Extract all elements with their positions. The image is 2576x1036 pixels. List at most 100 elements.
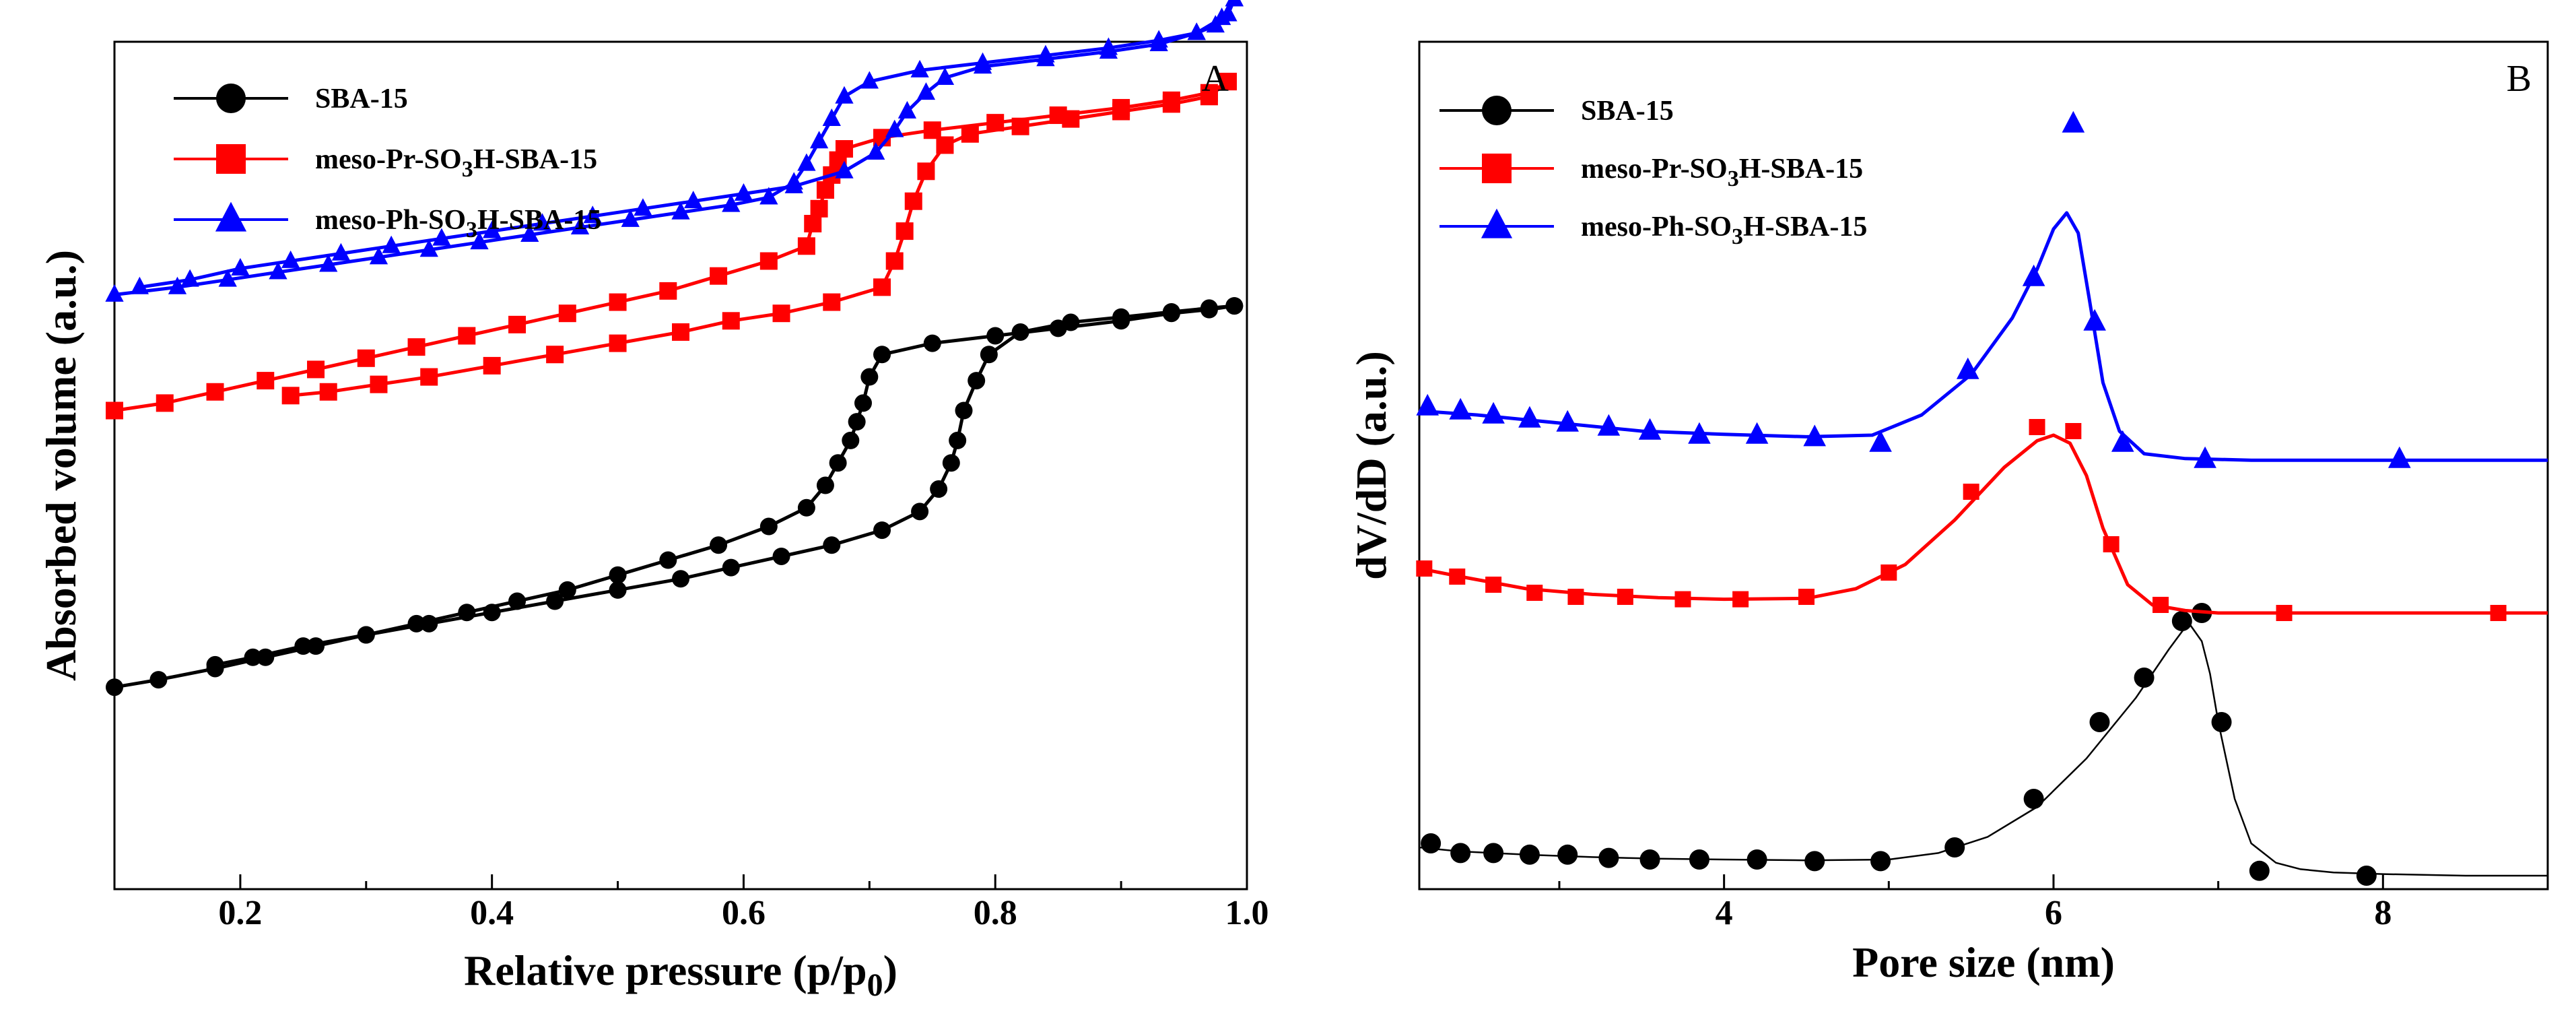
adsorption-point <box>804 215 822 232</box>
desorption-point <box>546 592 564 610</box>
legend-label: meso-Pr-SO3H-SBA-15 <box>315 144 597 182</box>
adsorption-point <box>822 108 841 126</box>
data-point <box>1638 418 1662 440</box>
data-point <box>2062 110 2085 133</box>
data-point <box>2171 611 2192 631</box>
panel-b-legend-item: meso-Pr-SO3H-SBA-15 <box>1439 154 1863 191</box>
desorption-point <box>244 648 262 666</box>
desorption-point <box>357 626 375 644</box>
panel-a-series-2 <box>105 0 1244 302</box>
data-point <box>1880 564 1897 581</box>
adsorption-point <box>873 346 891 364</box>
adsorption-point <box>710 267 728 285</box>
desorption-point <box>432 228 451 246</box>
data-point <box>1485 577 1502 593</box>
panel-a-series-1 <box>106 73 1237 420</box>
legend-marker-circle <box>216 84 246 113</box>
data-point <box>1688 422 1711 444</box>
data-point <box>1526 585 1543 601</box>
data-point <box>1956 357 1979 379</box>
panel-b-series-0 <box>1419 603 2548 886</box>
desorption-point <box>672 323 689 341</box>
desorption-point <box>1187 22 1206 40</box>
data-point <box>1798 589 1815 605</box>
adsorption-point <box>829 454 847 472</box>
desorption-point <box>1011 117 1029 135</box>
data-point <box>2111 430 2134 452</box>
desorption-point <box>936 136 954 154</box>
panel-b-series-group <box>1416 110 2548 886</box>
desorption-point <box>897 100 917 119</box>
adsorption-point <box>810 199 828 218</box>
data-point <box>1963 484 1979 500</box>
desorption-point <box>130 276 149 294</box>
adsorption-point <box>106 678 123 697</box>
desorption-point <box>955 401 973 420</box>
data-point <box>2022 264 2045 286</box>
adsorption-point <box>759 252 778 270</box>
adsorption-point <box>570 216 590 234</box>
adsorption-point <box>923 121 941 139</box>
desorption-point <box>634 198 652 216</box>
adsorption-point <box>307 637 325 655</box>
panel-a-x-ticks: 0.2 0.4 0.6 0.8 1.0 <box>113 874 1269 932</box>
data-point <box>1674 591 1691 608</box>
desorption-point <box>281 387 300 405</box>
data-point <box>1617 589 1633 605</box>
adsorption-point <box>621 209 640 227</box>
adsorption-point <box>168 276 187 294</box>
data-point <box>2276 605 2293 621</box>
adsorption-point <box>520 224 539 242</box>
adsorption-point <box>558 581 576 599</box>
desorption-point <box>961 125 979 143</box>
desorption-point <box>911 503 929 521</box>
adsorption-point <box>816 476 834 494</box>
legend-label: SBA-15 <box>315 84 408 115</box>
panel-a-legend-item: SBA-15 <box>174 84 408 115</box>
data-point <box>1556 410 1580 432</box>
adsorption-point <box>759 187 778 205</box>
adsorption-point <box>816 181 834 199</box>
data-point <box>1416 560 1433 577</box>
panel-b-series-2 <box>1416 110 2548 468</box>
data-point <box>1482 401 1505 424</box>
data-point <box>2490 605 2507 621</box>
desorption-point <box>609 334 627 352</box>
x-tick-label: 0.4 <box>470 894 514 932</box>
data-point <box>1870 851 1891 872</box>
desorption-point <box>1112 308 1130 326</box>
panel-a-plot-frame <box>113 40 1248 891</box>
desorption-point <box>331 242 351 261</box>
adsorption-point <box>860 368 879 386</box>
adsorption-point <box>508 592 527 610</box>
adsorption-line <box>114 79 1229 412</box>
adsorption-point <box>659 282 677 300</box>
desorption-point <box>942 454 960 472</box>
panel-b-y-axis-title: dV/dD (a.u.) <box>1347 351 1395 580</box>
data-point <box>1598 847 1619 868</box>
desorption-point <box>281 250 300 268</box>
legend-marker-triangle <box>215 201 247 232</box>
desorption-point <box>734 183 753 201</box>
adsorption-point <box>357 349 375 367</box>
adsorption-point <box>848 413 866 431</box>
panel-a-x-axis-title: Relative pressure (p/p0) <box>464 946 897 1003</box>
data-point <box>1557 844 1578 865</box>
desorption-point <box>873 521 891 540</box>
desorption-point <box>1149 34 1168 51</box>
panel-a-y-axis-title: Absorbed volume (a.u.) <box>37 250 85 681</box>
data-point <box>1689 849 1709 870</box>
desorption-point <box>1099 41 1118 59</box>
adsorption-point <box>671 201 690 220</box>
desorption-point <box>916 82 936 100</box>
data-point <box>1804 851 1825 872</box>
desorption-point <box>1225 297 1244 315</box>
data-point <box>1483 843 1504 864</box>
data-point <box>2211 712 2232 732</box>
legend-label: meso-Pr-SO3H-SBA-15 <box>1581 154 1863 191</box>
desorption-line <box>139 0 1236 289</box>
adsorption-point <box>797 237 815 255</box>
desorption-point <box>483 220 502 238</box>
legend-marker-square <box>1482 154 1512 183</box>
